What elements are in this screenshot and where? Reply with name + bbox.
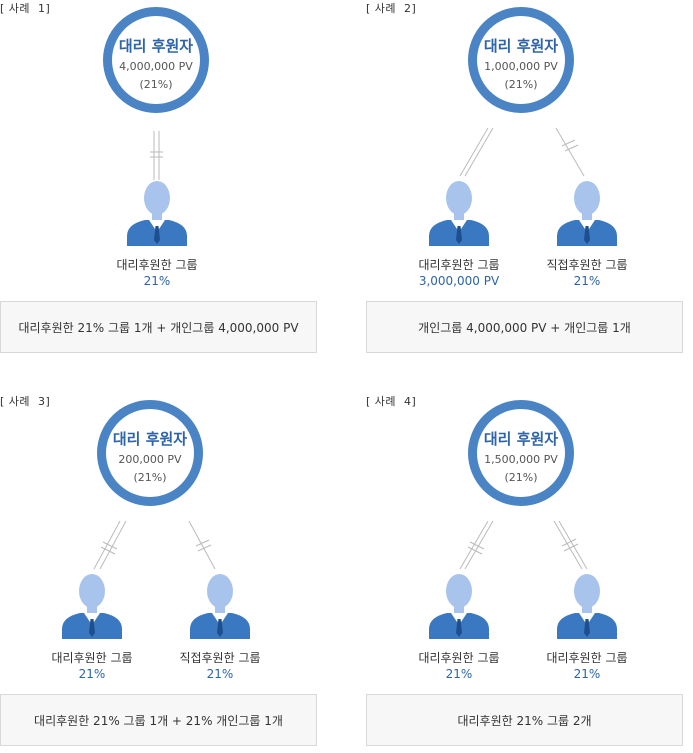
summary-box: 대리후원한 21% 그룹 1개 + 개인그룹 4,000,000 PV [0, 301, 317, 353]
person-icon [427, 573, 491, 639]
connector-lines [459, 520, 588, 570]
group-label: 대리후원한 그룹 [418, 258, 500, 272]
sponsor-circle: 대리 후원자 1,000,000 PV (21%) [468, 7, 574, 113]
connector-lines [150, 131, 163, 180]
sponsor-amount: 1,500,000 PV [484, 453, 558, 466]
summary-box: 대리후원한 21% 그룹 2개 [366, 694, 683, 746]
case-3-panel: [ 사례 3] 대리 후원자 200,000 PV (21%) 대리후원한 그룹… [0, 393, 330, 753]
group-value: 21% [573, 667, 601, 681]
summary-box: 대리후원한 21% 그룹 1개 + 21% 개인그룹 1개 [0, 694, 317, 746]
sponsor-title: 대리 후원자 [483, 430, 559, 448]
group-label: 대리후원한 그룹 [116, 258, 198, 272]
person-icon [555, 573, 619, 639]
person-icon [555, 180, 619, 246]
sponsor-percent: (21%) [133, 471, 167, 484]
sponsor-circle: 대리 후원자 200,000 PV (21%) [97, 400, 203, 506]
person-icon [125, 180, 189, 246]
group-label: 직접후원한 그룹 [546, 258, 628, 272]
sponsor-amount: 1,000,000 PV [484, 60, 558, 73]
group-label: 대리후원한 그룹 [418, 651, 500, 665]
group-label: 대리후원한 그룹 [546, 651, 628, 665]
case-4-panel: [ 사례 4] 대리 후원자 1,500,000 PV (21%) 대리후원한 … [366, 393, 693, 753]
group-value: 21% [445, 667, 473, 681]
group-value: 21% [206, 667, 234, 681]
sponsor-circle: 대리 후원자 1,500,000 PV (21%) [468, 400, 574, 506]
case-1-panel: [ 사례 1] 대리 후원자 4,000,000 PV (21%) 대리후원한 … [0, 0, 330, 360]
group-value: 21% [573, 274, 601, 288]
group-label: 직접후원한 그룹 [179, 651, 261, 665]
connector-lines [93, 520, 216, 570]
group-value: 21% [143, 274, 171, 288]
sponsor-amount: 4,000,000 PV [119, 60, 193, 73]
sponsor-percent: (21%) [504, 471, 538, 484]
case-label: [ 사례 4] [366, 395, 417, 408]
connector-lines [459, 127, 585, 177]
person-icon [427, 180, 491, 246]
sponsor-amount: 200,000 PV [118, 453, 182, 466]
sponsor-percent: (21%) [139, 78, 173, 91]
group-value: 21% [78, 667, 106, 681]
sponsor-percent: (21%) [504, 78, 538, 91]
case-label: [ 사례 1] [0, 2, 51, 15]
case-2-panel: [ 사례 2] 대리 후원자 1,000,000 PV (21%) 대리후원한 … [366, 0, 693, 360]
sponsor-circle: 대리 후원자 4,000,000 PV (21%) [103, 7, 209, 113]
case-label: [ 사례 3] [0, 395, 51, 408]
group-label: 대리후원한 그룹 [51, 651, 133, 665]
case-label: [ 사례 2] [366, 2, 417, 15]
summary-box: 개인그룹 4,000,000 PV + 개인그룹 1개 [366, 301, 683, 353]
person-icon [188, 573, 252, 639]
sponsor-title: 대리 후원자 [483, 37, 559, 55]
sponsor-title: 대리 후원자 [112, 430, 188, 448]
person-icon [60, 573, 124, 639]
group-value: 3,000,000 PV [418, 274, 500, 288]
sponsor-title: 대리 후원자 [118, 37, 194, 55]
